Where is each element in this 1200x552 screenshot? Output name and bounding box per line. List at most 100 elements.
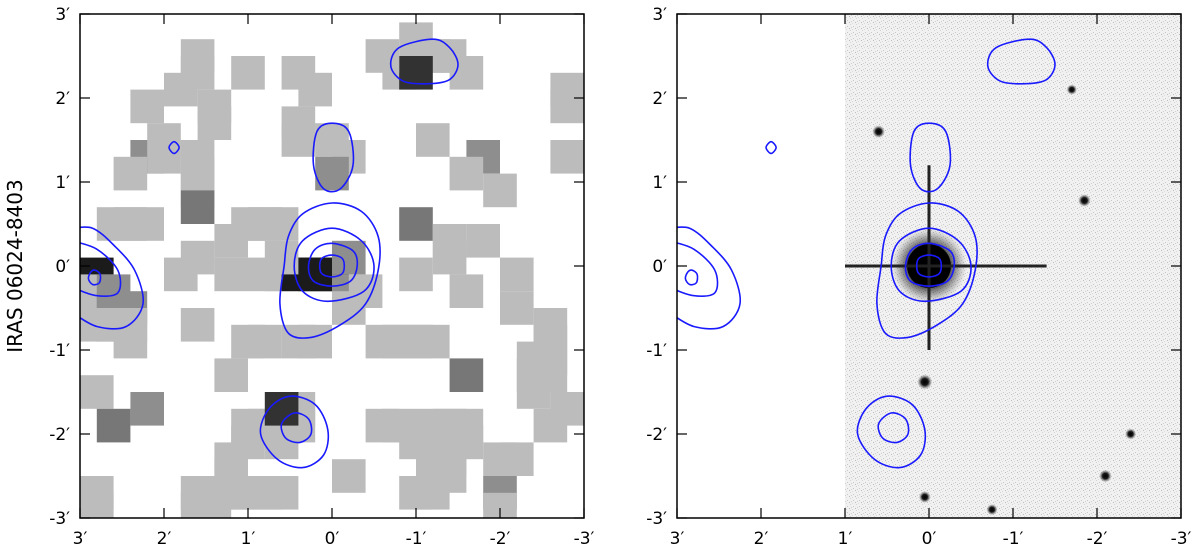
pixel-cell bbox=[298, 72, 332, 107]
x-tick-label: -3′ bbox=[574, 529, 595, 549]
pixel-cell bbox=[130, 392, 164, 426]
y-tick-label: -1′ bbox=[646, 341, 667, 361]
contour-line bbox=[279, 202, 381, 339]
contour-line bbox=[312, 122, 355, 193]
x-tick-label: 0′ bbox=[325, 529, 340, 549]
pixel-cell bbox=[449, 274, 484, 308]
y-axis-label: IRAS 06024-8403 bbox=[3, 179, 27, 352]
pixel-cell bbox=[96, 408, 131, 443]
contour-line bbox=[677, 226, 742, 330]
pixel-cell bbox=[264, 476, 299, 510]
pixel-cell bbox=[214, 257, 248, 292]
pixel-cell bbox=[248, 324, 282, 359]
pixel-cell bbox=[130, 89, 164, 124]
contour-line bbox=[684, 269, 699, 286]
pixel-cell bbox=[550, 89, 584, 124]
star bbox=[1066, 84, 1078, 95]
y-tick-label: 3′ bbox=[55, 5, 70, 25]
contour-line bbox=[80, 226, 145, 330]
pixel-cell bbox=[130, 207, 164, 241]
star bbox=[917, 374, 933, 390]
panel-left: 3′ 3′ 2′ 2′ 1′ 1′ 0′ 0′ -1′ -1′ -2′ -2′ -3′ -3′ bbox=[49, 5, 594, 549]
pixel-cell bbox=[264, 392, 299, 426]
pixel-cell bbox=[516, 375, 551, 409]
pixel-cell bbox=[214, 224, 248, 258]
pixel-cell bbox=[449, 358, 484, 392]
x-tick-label: 2′ bbox=[754, 529, 769, 549]
contour-line bbox=[87, 269, 102, 286]
pixel-cell bbox=[164, 257, 198, 292]
pixel-cell bbox=[500, 257, 534, 292]
star bbox=[1125, 428, 1137, 440]
contour-line bbox=[915, 254, 943, 278]
contour-line bbox=[293, 227, 375, 303]
pixel-cell bbox=[483, 173, 517, 208]
pixel-cell bbox=[113, 324, 148, 359]
pixel-cell bbox=[449, 156, 484, 191]
pixel-cell bbox=[80, 492, 114, 518]
y-tick-label: 0′ bbox=[652, 257, 667, 277]
contour-line bbox=[986, 38, 1056, 85]
x-tick-label: 1′ bbox=[241, 529, 256, 549]
y-tick-label: 0′ bbox=[55, 257, 70, 277]
x-tick-label: 1′ bbox=[838, 529, 853, 549]
x-tick-label: 0′ bbox=[922, 529, 937, 549]
pixel-cell bbox=[180, 56, 215, 90]
contour-line bbox=[909, 122, 952, 193]
pixel-cell bbox=[113, 156, 148, 191]
y-tick-label: 1′ bbox=[55, 173, 70, 193]
pixel-cell bbox=[466, 224, 500, 258]
y-tick-label: -1′ bbox=[49, 341, 70, 361]
pixel-cell bbox=[399, 207, 433, 241]
star bbox=[872, 125, 885, 138]
pixel-cell bbox=[80, 308, 114, 342]
y-tick-label: -2′ bbox=[49, 425, 70, 445]
contour-line bbox=[389, 38, 459, 85]
contour-line bbox=[307, 242, 359, 287]
contour-line bbox=[765, 140, 777, 155]
pixel-cell bbox=[80, 375, 114, 409]
left-plot-area bbox=[80, 22, 584, 518]
pixel-cell bbox=[214, 358, 248, 392]
right-plot-area bbox=[677, 14, 1181, 518]
star bbox=[918, 491, 931, 503]
pixel-cell bbox=[264, 240, 299, 275]
pixel-cell bbox=[449, 56, 484, 90]
pixel-cell bbox=[533, 408, 568, 443]
pixel-cell bbox=[147, 140, 181, 174]
pixel-cell bbox=[399, 56, 433, 90]
contour-line bbox=[876, 202, 978, 339]
pixel-cell bbox=[432, 459, 467, 493]
contour-line bbox=[677, 242, 719, 297]
x-tick-label: 3′ bbox=[670, 529, 685, 549]
y-tick-label: 3′ bbox=[652, 5, 667, 25]
pixel-cell bbox=[365, 39, 400, 73]
x-tick-label: -1′ bbox=[406, 529, 427, 549]
pixel-cell bbox=[399, 257, 433, 292]
contour-line bbox=[259, 395, 330, 469]
contour-line bbox=[80, 242, 122, 297]
star bbox=[1078, 194, 1091, 207]
pixel-cell bbox=[416, 324, 450, 359]
pixel-cell bbox=[332, 240, 366, 275]
pixel-cell bbox=[483, 442, 517, 476]
contour-line bbox=[280, 412, 313, 444]
y-tick-label: -3′ bbox=[49, 509, 70, 529]
pixel-cell bbox=[298, 324, 332, 359]
x-tick-label: -2′ bbox=[490, 529, 511, 549]
pixel-cell bbox=[550, 140, 584, 174]
pixel-cell bbox=[180, 190, 215, 224]
pixel-cell bbox=[416, 123, 450, 157]
pixel-cell bbox=[264, 207, 299, 241]
x-tick-label: 3′ bbox=[73, 529, 88, 549]
y-tick-label: -2′ bbox=[646, 425, 667, 445]
x-tick-label: 2′ bbox=[157, 529, 172, 549]
star bbox=[986, 504, 998, 516]
panel-right: 3′ 3′ 2′ 2′ 1′ 1′ 0′ 0′ -1′ -1′ -2′ -2′ -3′ -3′ bbox=[646, 5, 1191, 549]
pixel-cell bbox=[432, 240, 467, 275]
pixel-cell bbox=[281, 123, 316, 157]
pixel-cell bbox=[180, 308, 215, 342]
pixel-cell bbox=[231, 56, 265, 90]
contour-line bbox=[877, 412, 910, 444]
